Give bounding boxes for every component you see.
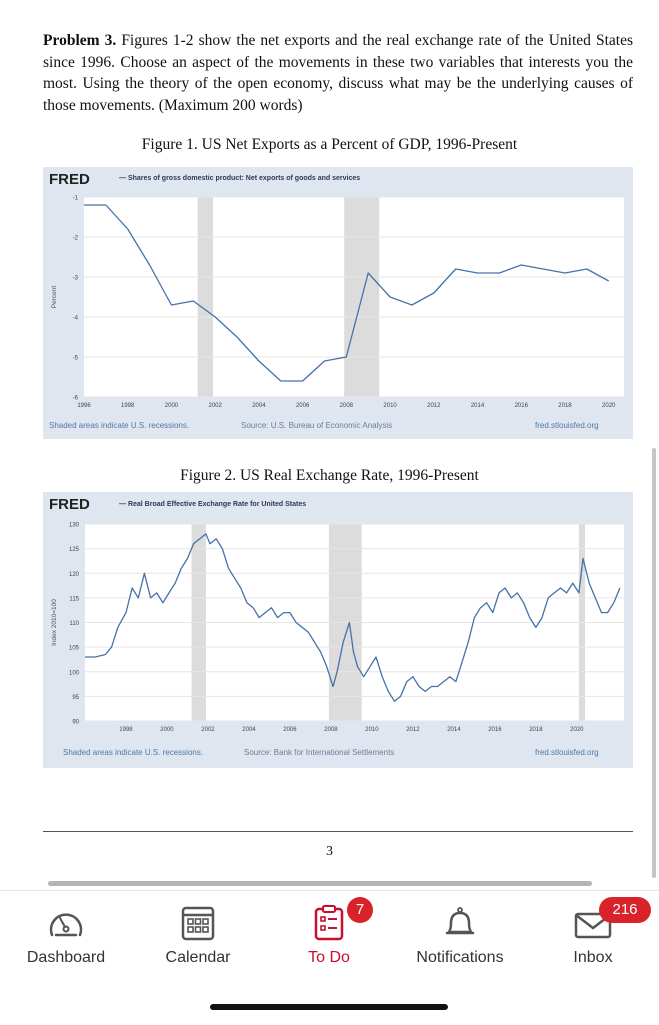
x-tick-label: 2000 bbox=[165, 403, 179, 409]
dashboard-gauge-icon bbox=[49, 913, 83, 937]
horizontal-scrollbar[interactable] bbox=[48, 881, 592, 886]
figure2-series-label: — Real Broad Effective Exchange Rate for… bbox=[119, 501, 307, 508]
y-tick-label: 120 bbox=[69, 572, 80, 578]
figure2-source: Source: Bank for International Settlemen… bbox=[244, 748, 395, 757]
page-divider bbox=[43, 831, 633, 832]
y-tick-label: -2 bbox=[73, 236, 79, 242]
y-tick-label: -4 bbox=[73, 316, 79, 322]
figure2-fred-url[interactable]: fred.stlouisfed.org bbox=[535, 748, 599, 757]
x-tick-label: 2016 bbox=[515, 403, 529, 409]
problem-body: Figures 1-2 show the net exports and the… bbox=[43, 32, 633, 114]
x-tick-label: 2014 bbox=[471, 403, 485, 409]
y-tick-label: -5 bbox=[73, 356, 79, 362]
x-tick-label: 2008 bbox=[340, 403, 354, 409]
x-tick-label: 2018 bbox=[529, 727, 543, 733]
series-line bbox=[84, 204, 610, 382]
figure2-chart: FRED — Real Broad Effective Exchange Rat… bbox=[43, 492, 633, 768]
y-tick-label: -6 bbox=[73, 396, 79, 402]
calendar-icon bbox=[181, 906, 215, 941]
tab-todo-label: To Do bbox=[308, 949, 350, 966]
tab-inbox[interactable]: 216 Inbox bbox=[533, 891, 653, 981]
figure2-plot: 130 125 120 115 110 105 100 95 90 1998 2000 2002 200… bbox=[51, 523, 624, 733]
y-tick-label: 105 bbox=[69, 646, 80, 652]
figure1-caption: Figure 1. US Net Exports as a Percent of… bbox=[141, 136, 518, 153]
x-tick-label: 1998 bbox=[121, 403, 135, 409]
y-axis-label: Index 2010=100 bbox=[51, 599, 58, 646]
x-tick-label: 1996 bbox=[77, 403, 91, 409]
tab-todo[interactable]: 7 To Do bbox=[269, 891, 389, 981]
x-tick-label: 2020 bbox=[602, 403, 616, 409]
x-tick-label: 2010 bbox=[365, 727, 379, 733]
x-tick-label: 2004 bbox=[252, 403, 266, 409]
tab-dashboard[interactable]: Dashboard bbox=[6, 891, 126, 981]
x-tick-label: 2018 bbox=[558, 403, 572, 409]
todo-clipboard-icon bbox=[314, 905, 344, 941]
figure1-series-label: — Shares of gross domestic product: Net … bbox=[119, 175, 361, 182]
problem-statement: Problem 3. Figures 1-2 show the net expo… bbox=[43, 30, 633, 116]
x-tick-label: 2014 bbox=[447, 727, 461, 733]
x-tick-label: 2000 bbox=[160, 727, 174, 733]
inbox-badge: 216 bbox=[599, 897, 651, 923]
bottom-tab-bar: Dashboard Calendar 7 To Do bbox=[0, 890, 659, 1025]
tab-dashboard-label: Dashboard bbox=[26, 949, 106, 966]
y-tick-label: 90 bbox=[72, 720, 79, 726]
tab-calendar[interactable]: Calendar bbox=[138, 891, 258, 981]
tab-notifications-label: Notifications bbox=[416, 949, 504, 966]
y-tick-label: 130 bbox=[69, 523, 80, 529]
vertical-scrollbar[interactable] bbox=[652, 448, 656, 878]
x-tick-label: 2006 bbox=[296, 403, 310, 409]
x-tick-label: 2016 bbox=[488, 727, 502, 733]
y-tick-label: 100 bbox=[69, 670, 80, 676]
tab-calendar-label: Calendar bbox=[165, 949, 231, 966]
y-tick-label: -3 bbox=[73, 276, 79, 282]
x-tick-label: 1998 bbox=[119, 727, 133, 733]
recession-shade bbox=[197, 197, 213, 397]
figure1-source: Source: U.S. Bureau of Economic Analysis bbox=[241, 421, 393, 430]
x-tick-label: 2006 bbox=[283, 727, 297, 733]
x-tick-label: 2002 bbox=[208, 403, 222, 409]
y-tick-label: 110 bbox=[69, 621, 79, 627]
problem-heading: Problem 3. bbox=[43, 32, 117, 49]
tab-inbox-label: Inbox bbox=[573, 949, 613, 966]
x-tick-label: 2012 bbox=[406, 727, 420, 733]
home-indicator[interactable] bbox=[210, 1004, 448, 1010]
figure2-recession-note: Shaded areas indicate U.S. recessions. bbox=[63, 748, 204, 757]
series-line bbox=[85, 533, 621, 702]
figure2-caption: Figure 2. US Real Exchange Rate, 1996-Pr… bbox=[180, 467, 479, 484]
figure1-recession-note: Shaded areas indicate U.S. recessions. bbox=[49, 421, 190, 430]
y-tick-label: 115 bbox=[69, 596, 79, 602]
y-tick-label: -1 bbox=[73, 196, 79, 202]
bell-icon bbox=[445, 907, 475, 935]
y-tick-label: 95 bbox=[72, 695, 79, 701]
x-tick-label: 2008 bbox=[324, 727, 338, 733]
x-tick-label: 2020 bbox=[570, 727, 584, 733]
y-tick-label: 125 bbox=[69, 547, 80, 553]
y-axis-label: Percent bbox=[51, 286, 58, 309]
tab-notifications[interactable]: Notifications bbox=[400, 891, 520, 981]
x-tick-label: 2012 bbox=[427, 403, 441, 409]
fred-logo: FRED bbox=[49, 171, 90, 188]
x-tick-label: 2002 bbox=[201, 727, 215, 733]
fred-logo: FRED bbox=[49, 496, 90, 513]
todo-badge: 7 bbox=[347, 897, 373, 923]
page-number: 3 bbox=[326, 844, 333, 859]
figure1-fred-url[interactable]: fred.stlouisfed.org bbox=[535, 421, 599, 430]
x-tick-label: 2010 bbox=[383, 403, 397, 409]
x-tick-label: 2004 bbox=[242, 727, 256, 733]
figure1-chart: FRED — Shares of gross domestic product:… bbox=[43, 167, 633, 439]
